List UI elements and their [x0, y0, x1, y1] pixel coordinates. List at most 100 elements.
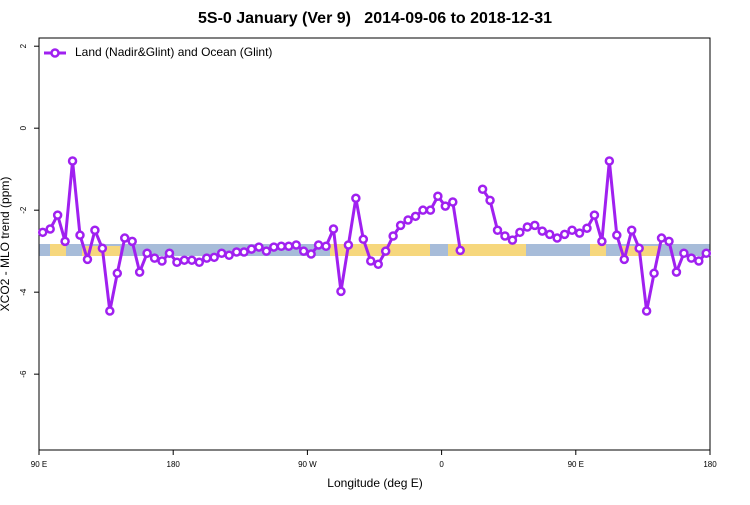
data-point [231, 247, 242, 257]
data-point [45, 224, 55, 234]
series-line [42, 159, 708, 313]
data-point [224, 250, 234, 261]
x-tick-label: 180 [703, 460, 717, 469]
data-point [410, 211, 421, 222]
data-point [202, 253, 212, 263]
data-point [75, 230, 85, 240]
x-tick-label: 90 E [568, 460, 584, 469]
data-point [254, 242, 264, 252]
x-tick-label: 180 [167, 460, 181, 469]
data-point [351, 193, 361, 204]
data-point [172, 257, 182, 267]
data-point [530, 220, 540, 231]
data-point [701, 248, 712, 258]
data-point [52, 210, 63, 220]
data-point [246, 244, 257, 254]
data-point [82, 254, 93, 265]
data-point [112, 268, 123, 279]
data-point [291, 240, 301, 250]
chart-title: 5S-0 January (Ver 9) 2014-09-06 to 2018-… [198, 10, 552, 27]
y-tick-label: 2 [19, 43, 28, 48]
data-point [403, 215, 413, 225]
data-point [679, 248, 689, 258]
y-axis-label: XCO2 - MLO trend (ppm) [0, 177, 12, 312]
x-axis-label: Longitude (deg E) [327, 476, 422, 490]
data-point [187, 255, 197, 265]
data-point [395, 220, 406, 231]
data-point [284, 241, 294, 252]
data-point [157, 256, 167, 266]
data-point [239, 247, 249, 257]
data-point [522, 222, 533, 232]
data-point [574, 228, 585, 238]
data-point [671, 267, 682, 277]
legend-label: Land (Nadir&Glint) and Ocean (Glint) [75, 45, 272, 59]
data-point [179, 255, 190, 265]
data-point [313, 240, 324, 250]
data-point [626, 225, 637, 236]
data-point [492, 225, 503, 236]
data-point [97, 243, 108, 254]
data-point [164, 248, 175, 258]
data-point [269, 242, 279, 252]
data-point [597, 236, 607, 247]
data-point [544, 229, 555, 240]
data-point [656, 233, 667, 243]
y-tick-label: -2 [19, 206, 28, 214]
y-tick-label: -6 [19, 370, 28, 378]
data-point [134, 267, 145, 277]
data-point [60, 236, 70, 247]
y-tick-label: -4 [19, 288, 28, 296]
land-band [50, 244, 66, 256]
data-point [455, 245, 465, 256]
data-point [127, 236, 137, 247]
x-tick-label: 0 [439, 460, 444, 469]
data-point [440, 201, 451, 211]
data-point [567, 225, 577, 236]
data-point [119, 233, 130, 243]
data-point [328, 224, 339, 234]
data-point [37, 227, 48, 238]
data-point [537, 226, 547, 236]
data-point [194, 257, 205, 267]
x-tick-label: 90 E [31, 460, 47, 469]
data-point [582, 223, 592, 233]
data-point [380, 246, 391, 256]
data-point [448, 197, 458, 207]
data-point [507, 235, 518, 245]
data-point [641, 306, 652, 316]
data-point [500, 231, 510, 241]
data-point [276, 241, 287, 252]
data-point [604, 156, 615, 166]
data-point [336, 286, 346, 297]
data-point [552, 233, 562, 243]
data-point [142, 248, 152, 258]
data-point [306, 249, 316, 259]
land-band [330, 244, 430, 256]
land-ocean-strip [39, 244, 710, 256]
data-point [373, 259, 383, 270]
data-point [477, 184, 488, 195]
x-tick-label: 90 W [298, 460, 317, 469]
data-point [425, 205, 436, 215]
data-point [589, 210, 600, 220]
y-tick-label: 0 [19, 125, 28, 130]
data-point [612, 230, 622, 240]
data-point [261, 246, 272, 256]
data-point [686, 253, 697, 263]
data-point [515, 227, 525, 238]
data-point [664, 236, 674, 247]
data-point [67, 156, 78, 166]
data-point [105, 306, 115, 316]
data-point [619, 254, 630, 265]
data-point [298, 246, 309, 256]
data-point [358, 234, 369, 245]
land-band [448, 244, 526, 256]
data-point [559, 229, 570, 240]
legend-marker [50, 48, 60, 58]
data-point [433, 191, 443, 201]
plot-frame [38, 37, 711, 451]
data-point [649, 268, 659, 279]
data-point [388, 231, 398, 241]
